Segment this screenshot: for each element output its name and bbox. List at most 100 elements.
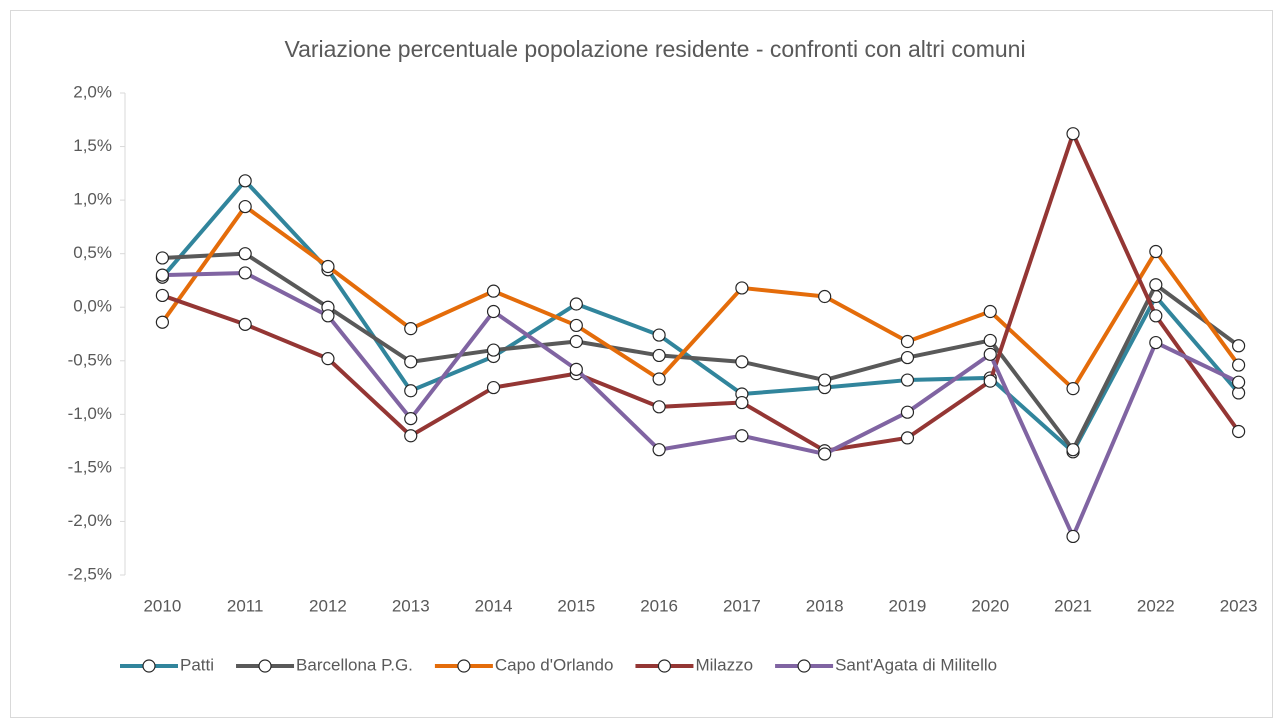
data-point bbox=[900, 431, 915, 445]
data-point bbox=[321, 259, 335, 274]
data-point bbox=[818, 373, 832, 387]
legend-label: Capo d'Orlando bbox=[495, 655, 614, 674]
series-line bbox=[160, 178, 1241, 454]
data-point bbox=[735, 281, 749, 295]
data-point bbox=[652, 372, 666, 386]
data-point bbox=[1149, 244, 1163, 259]
data-point bbox=[652, 400, 666, 414]
data-point bbox=[321, 352, 335, 366]
data-point bbox=[238, 199, 252, 214]
y-tick-label: 2,0% bbox=[73, 82, 112, 101]
x-tick-label: 2016 bbox=[640, 596, 678, 615]
x-tick-label: 2014 bbox=[475, 596, 513, 615]
x-tick-label: 2011 bbox=[227, 596, 264, 615]
x-tick-label: 2013 bbox=[392, 596, 430, 615]
data-point bbox=[404, 355, 418, 369]
data-point bbox=[569, 362, 583, 376]
data-point bbox=[238, 317, 252, 331]
data-point bbox=[1149, 309, 1163, 323]
x-tick-label: 2022 bbox=[1137, 596, 1175, 615]
data-point bbox=[321, 309, 335, 323]
data-point bbox=[404, 322, 418, 336]
data-point bbox=[900, 334, 915, 349]
legend-marker bbox=[657, 659, 672, 673]
series-line bbox=[160, 204, 1241, 391]
y-tick-label: 1,5% bbox=[73, 136, 112, 155]
data-point bbox=[238, 247, 252, 261]
y-tick-label: -2,0% bbox=[68, 511, 112, 530]
data-point bbox=[486, 343, 501, 357]
data-point bbox=[1066, 127, 1080, 141]
data-point bbox=[900, 405, 915, 419]
chart-border bbox=[10, 10, 1273, 718]
data-point bbox=[1149, 335, 1163, 350]
data-point bbox=[1066, 382, 1080, 396]
data-point bbox=[1149, 278, 1163, 292]
data-point bbox=[735, 355, 749, 369]
data-point bbox=[486, 304, 501, 319]
legend-label: Patti bbox=[180, 655, 214, 674]
x-tick-label: 2023 bbox=[1220, 596, 1258, 615]
y-tick-label: -2,5% bbox=[68, 564, 112, 583]
data-point bbox=[735, 395, 749, 410]
x-tick-label: 2010 bbox=[143, 596, 181, 615]
data-point bbox=[155, 315, 169, 329]
data-point bbox=[155, 268, 169, 282]
data-point bbox=[818, 447, 832, 461]
y-tick-label: 0,0% bbox=[73, 297, 112, 316]
data-point bbox=[1232, 358, 1246, 372]
data-point bbox=[486, 284, 501, 298]
data-point bbox=[1066, 443, 1080, 457]
chart-title: Variazione percentuale popolazione resid… bbox=[284, 36, 1025, 62]
data-point bbox=[404, 384, 418, 398]
data-point bbox=[652, 348, 666, 363]
data-point bbox=[652, 328, 666, 342]
legend-label: Sant'Agata di Militello bbox=[835, 655, 997, 674]
legend-marker bbox=[142, 659, 156, 673]
series-line bbox=[161, 131, 1241, 453]
data-point bbox=[1232, 339, 1246, 353]
x-tick-label: 2019 bbox=[889, 596, 927, 615]
data-point bbox=[238, 266, 252, 280]
x-tick-label: 2015 bbox=[557, 596, 595, 615]
data-point bbox=[569, 297, 583, 311]
data-point bbox=[404, 412, 418, 426]
x-tick-label: 2021 bbox=[1054, 596, 1092, 615]
data-point bbox=[1232, 375, 1246, 389]
y-tick-label: -1,5% bbox=[68, 457, 112, 476]
legend-marker bbox=[457, 659, 471, 673]
data-point bbox=[983, 347, 997, 361]
data-point bbox=[818, 289, 832, 304]
y-tick-label: -0,5% bbox=[68, 350, 112, 369]
series-line bbox=[162, 270, 1240, 539]
data-point bbox=[1066, 529, 1080, 544]
data-point bbox=[1232, 424, 1246, 439]
legend-label: Barcellona P.G. bbox=[296, 655, 413, 674]
y-tick-label: 0,5% bbox=[73, 243, 112, 262]
y-tick-label: -1,0% bbox=[68, 404, 112, 423]
data-point bbox=[155, 251, 169, 265]
data-point bbox=[983, 304, 997, 319]
data-point bbox=[735, 429, 749, 443]
data-point bbox=[155, 288, 169, 303]
data-point bbox=[569, 318, 583, 333]
x-tick-label: 2020 bbox=[971, 596, 1009, 615]
data-point bbox=[569, 334, 583, 349]
legend-marker bbox=[258, 659, 272, 673]
x-tick-label: 2018 bbox=[806, 596, 844, 615]
data-point bbox=[486, 380, 501, 395]
data-point bbox=[983, 374, 997, 388]
series-line bbox=[162, 251, 1240, 452]
y-tick-label: 1,0% bbox=[73, 190, 112, 209]
data-point bbox=[404, 429, 418, 443]
data-point bbox=[652, 443, 666, 457]
x-tick-label: 2012 bbox=[309, 596, 347, 615]
data-point bbox=[900, 373, 915, 387]
legend-label: Milazzo bbox=[695, 655, 753, 674]
x-tick-label: 2017 bbox=[723, 596, 761, 615]
data-point bbox=[900, 350, 915, 365]
legend-marker bbox=[797, 659, 811, 673]
data-point bbox=[983, 333, 997, 348]
data-point bbox=[238, 174, 252, 188]
